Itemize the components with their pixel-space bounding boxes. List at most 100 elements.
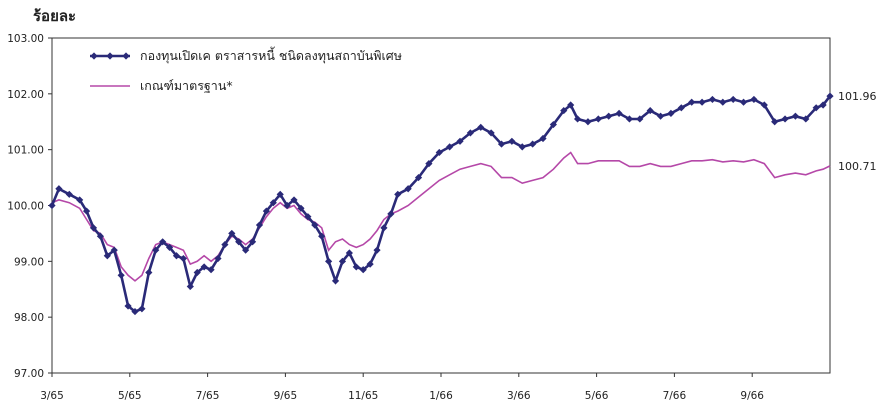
fund-data-point [359, 266, 367, 274]
fund-data-point [518, 143, 526, 151]
fund-data-point [729, 95, 737, 104]
fund-data-point [318, 232, 326, 240]
fund-data-point [708, 95, 717, 104]
benchmark-end-value-label: 100.71 [838, 160, 877, 173]
fund-data-point [297, 204, 305, 212]
fund-data-point [615, 109, 623, 117]
y-tick-label: 98.00 [14, 312, 44, 324]
fund-data-point [414, 173, 423, 182]
fund-data-point [508, 137, 516, 145]
fund-data-point [311, 221, 319, 229]
fund-data-point [48, 201, 56, 210]
fund-data-point [567, 101, 575, 109]
fund-data-point [290, 196, 298, 204]
fund-data-point [255, 221, 264, 229]
fund-data-point [781, 115, 789, 123]
fund-data-point [656, 112, 665, 120]
fund-data-point [283, 201, 291, 210]
fund-data-point [477, 123, 485, 131]
fund-data-point [345, 249, 353, 257]
legend-fund-marker [106, 52, 114, 60]
fund-data-point [560, 106, 568, 115]
fund-data-point [466, 129, 474, 137]
legend-benchmark-label: เกณฑ์มาตรฐาน* [140, 78, 233, 93]
fund-data-point [179, 254, 187, 263]
x-tick-label: 9/66 [740, 390, 764, 402]
fund-data-point [435, 148, 443, 157]
fund-end-value-label: 101.96 [838, 90, 877, 103]
fund-data-point [387, 210, 395, 218]
fund-data-point [698, 98, 706, 106]
fund-data-point [636, 115, 644, 123]
fund-data-point [366, 260, 374, 268]
fund-data-point [446, 143, 454, 151]
fund-data-point [646, 106, 654, 115]
fund-data-point [82, 207, 91, 215]
fund-data-point [193, 268, 201, 277]
fund-data-point [103, 252, 111, 260]
fund-data-point [276, 190, 284, 198]
fund-data-point [605, 112, 613, 120]
fund-data-point [373, 246, 381, 254]
fund-data-point [771, 118, 779, 126]
fund-data-point [719, 98, 727, 106]
y-tick-label: 100.00 [7, 201, 44, 213]
x-tick-label: 5/65 [118, 390, 142, 402]
y-unit-label: ร้อยละ [33, 7, 77, 25]
fund-data-point [802, 115, 810, 123]
fund-data-point [76, 196, 84, 204]
fund-data-point [221, 240, 229, 249]
fund-data-point [248, 238, 257, 246]
fund-data-point [688, 98, 696, 106]
fund-data-point [812, 104, 820, 112]
x-tick-label: 7/65 [196, 390, 220, 402]
fund-data-point [760, 101, 768, 109]
fund-data-point [667, 109, 675, 117]
fund-data-point [186, 282, 194, 291]
fund-data-point [228, 229, 236, 238]
fund-data-point [456, 137, 464, 145]
fund-data-point [172, 252, 181, 260]
fund-data-point [380, 224, 388, 232]
fund-data-point [152, 246, 160, 254]
fund-data-point [159, 238, 167, 246]
fund-data-point [594, 115, 602, 123]
fund-data-point [497, 140, 506, 148]
fund-data-point [819, 101, 827, 109]
fund-data-point [826, 92, 834, 100]
fund-data-point [539, 134, 547, 143]
fund-data-point [117, 271, 125, 279]
fund-data-point [487, 129, 495, 137]
fund-data-point [269, 199, 277, 207]
fund-data-point [145, 268, 153, 277]
fund-data-point [304, 213, 312, 221]
fund-data-point [89, 224, 98, 232]
fund-data-point [262, 207, 270, 215]
fund-data-point [394, 190, 402, 198]
y-tick-label: 103.00 [7, 33, 44, 45]
fund-data-point [573, 115, 582, 123]
fund-data-point [404, 185, 412, 193]
fund-data-point [214, 254, 222, 263]
fund-data-point [791, 112, 800, 120]
fund-data-point [352, 263, 360, 271]
series-line-fund [50, 95, 832, 314]
y-tick-label: 102.00 [7, 89, 44, 101]
x-tick-label: 3/65 [40, 390, 64, 402]
fund-data-point [200, 263, 208, 271]
fund-data-point [325, 257, 333, 265]
fund-data-point [138, 305, 146, 313]
fund-data-point [124, 302, 132, 310]
fund-data-point [677, 104, 685, 112]
fund-data-point [584, 118, 592, 126]
y-tick-label: 101.00 [7, 145, 44, 157]
fund-data-point [207, 266, 215, 274]
fund-data-point [165, 243, 174, 251]
fund-data-point [529, 140, 537, 148]
fund-data-point [131, 307, 139, 316]
fund-data-point [549, 120, 557, 129]
fund-data-point [65, 190, 73, 198]
y-tick-label: 99.00 [14, 256, 44, 268]
fund-data-point [55, 185, 63, 193]
